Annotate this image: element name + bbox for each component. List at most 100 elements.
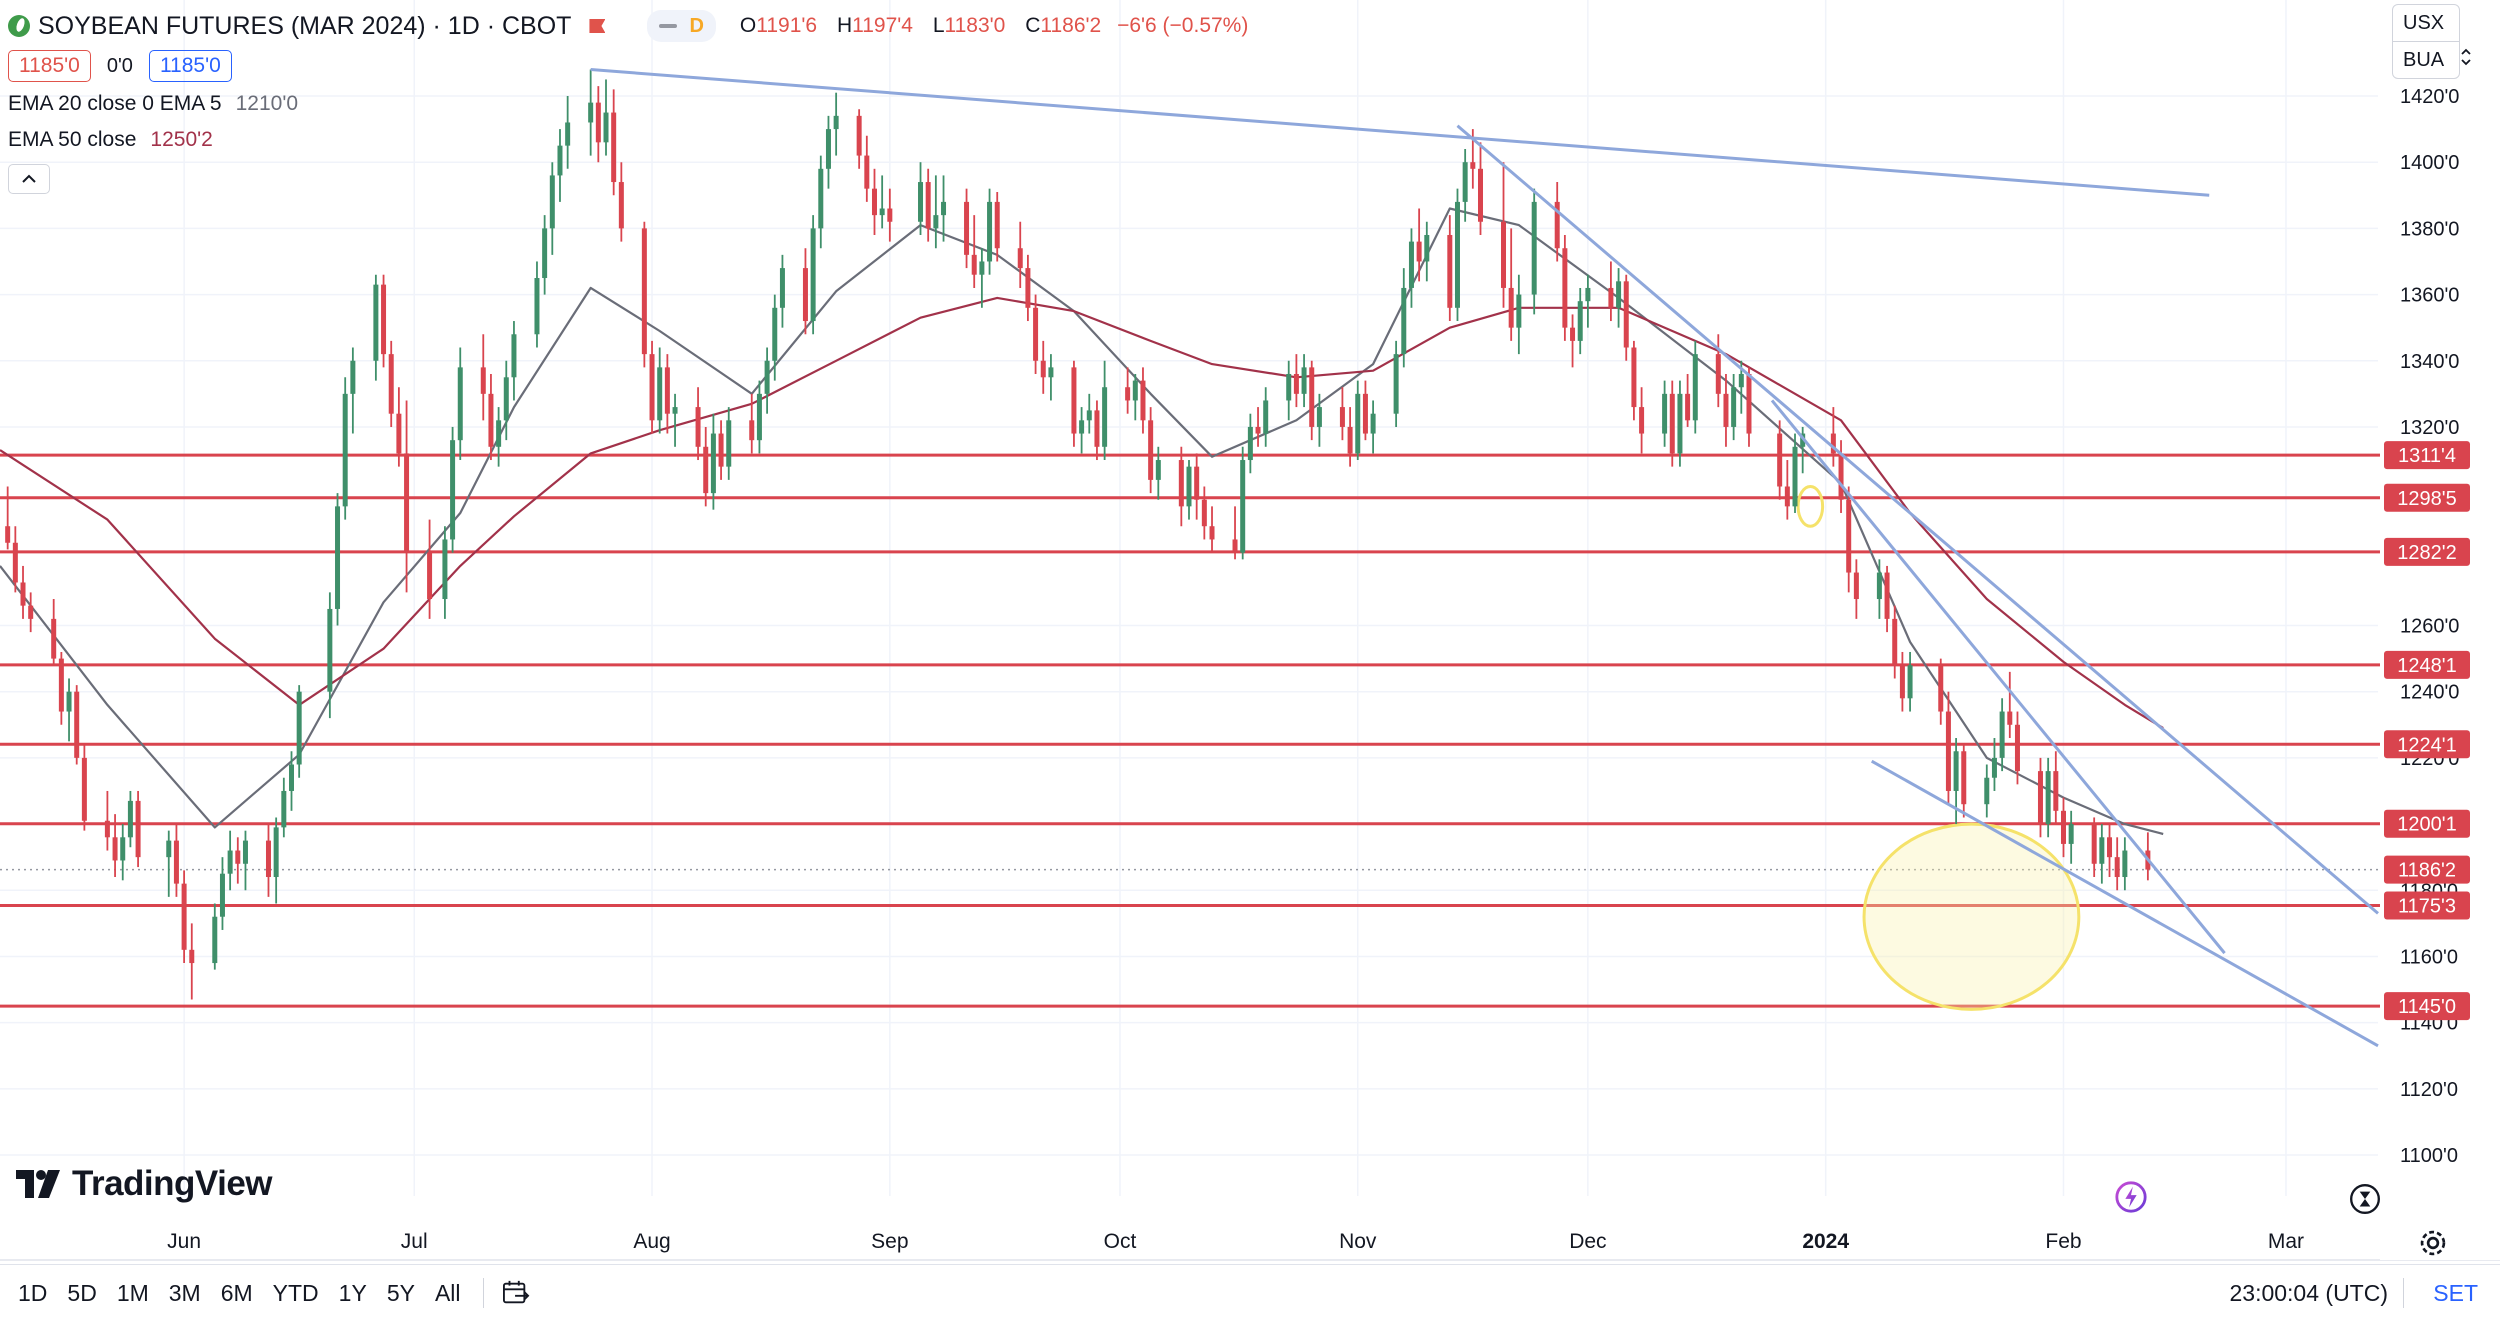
- buy-button[interactable]: 1185'0: [148, 50, 232, 82]
- candle-body: [756, 393, 762, 441]
- candle-body: [979, 261, 985, 275]
- candle-body: [603, 112, 609, 143]
- candle-body: [1240, 460, 1246, 553]
- timezone-set-button[interactable]: SET: [2433, 1279, 2478, 1306]
- candle-body: [879, 208, 885, 216]
- candle-body: [1470, 162, 1476, 169]
- candle-body: [1408, 241, 1414, 288]
- candle-body: [672, 407, 678, 414]
- price-tick-label: 1260'0: [2400, 616, 2459, 638]
- range-5d-button[interactable]: 5D: [67, 1279, 97, 1306]
- flag-icon[interactable]: [589, 19, 606, 33]
- range-3m-button[interactable]: 3M: [168, 1279, 201, 1306]
- price-tick-label: 1380'0: [2400, 218, 2459, 240]
- candle-body: [281, 790, 287, 828]
- level-price-tag: [2384, 483, 2470, 512]
- ohlc-close: 1186'2: [1040, 14, 1102, 37]
- time-tick-label: Jun: [167, 1230, 201, 1253]
- tradingview-logo[interactable]: TradingView: [16, 1164, 273, 1204]
- candle-body: [1301, 367, 1307, 394]
- price-chart[interactable]: 1420'0 1400'0 1380'0 1360'0 1340'0 1320'0 1260…: [0, 0, 2500, 1264]
- candle-body: [1999, 711, 2005, 758]
- chart-grid: [0, 0, 2500, 1261]
- candle-body: [327, 608, 333, 692]
- candle-body: [1899, 665, 1905, 699]
- candle-body: [2068, 824, 2074, 844]
- hourglass-icon[interactable]: [2348, 1182, 2382, 1216]
- candle-body: [181, 883, 187, 950]
- candle-body: [987, 201, 993, 262]
- ohlc-open-label: O: [739, 14, 757, 37]
- candle-body: [565, 122, 571, 146]
- chart-legend: SOYBEAN FUTURES (MAR 2024) · 1D · CBOT D…: [8, 6, 1258, 194]
- candle-body: [442, 539, 448, 600]
- market-status[interactable]: D: [647, 10, 716, 42]
- candle-body: [2014, 724, 2020, 772]
- range-1d-button[interactable]: 1D: [18, 1279, 48, 1306]
- range-all-button[interactable]: All: [434, 1279, 461, 1306]
- candle-body: [1339, 407, 1345, 427]
- candle-body: [450, 440, 456, 540]
- candle-body: [871, 188, 877, 216]
- symbol-title[interactable]: SOYBEAN FUTURES (MAR 2024) · 1D · CBOT: [38, 11, 572, 40]
- candle-body: [749, 420, 755, 441]
- candle-body: [396, 413, 402, 454]
- candle-body: [20, 582, 26, 606]
- utc-clock[interactable]: 23:00:04 (UTC): [2229, 1279, 2388, 1306]
- trendline: [1770, 399, 2226, 955]
- settings-gear-icon[interactable]: [2416, 1226, 2450, 1260]
- indicator-ema50-value: 1250'2: [150, 128, 213, 151]
- level-price-label: 1298'5: [2397, 488, 2456, 510]
- candle-body: [964, 201, 970, 255]
- currency-unit-selector[interactable]: USX BUA: [2392, 4, 2460, 79]
- ohlc-values: O1191'6 H1197'4 L1183'0 C1186'2 −6'6 (−0…: [736, 14, 1258, 38]
- collapse-legend-button[interactable]: [8, 164, 50, 194]
- candle-body: [373, 284, 379, 361]
- candle-body: [1232, 539, 1238, 553]
- unit-label[interactable]: BUA: [2393, 41, 2459, 78]
- candle-body: [2091, 824, 2097, 864]
- range-6m-button[interactable]: 6M: [220, 1279, 253, 1306]
- candle-body: [542, 228, 548, 279]
- ohlc-low-label: L: [932, 14, 945, 37]
- candle-body: [1148, 420, 1154, 480]
- time-tick-label: 2024: [1802, 1230, 1849, 1253]
- candle-body: [1892, 618, 1898, 666]
- candle-body: [1025, 268, 1031, 308]
- candle-body: [1692, 354, 1698, 421]
- candle-body: [1477, 168, 1483, 222]
- candle-body: [1178, 460, 1184, 507]
- price-tick-label: 1100'0: [2400, 1145, 2458, 1167]
- candle-body: [189, 949, 195, 964]
- candle-body: [825, 129, 831, 169]
- candle-body: [2122, 850, 2128, 878]
- range-ytd-button[interactable]: YTD: [272, 1279, 319, 1306]
- candle-body: [703, 446, 709, 494]
- candle-body: [1201, 499, 1207, 527]
- sell-button[interactable]: 1185'0: [8, 50, 91, 82]
- indicator-ema20[interactable]: EMA 20 close 0 EMA 5 1210'0: [8, 86, 1258, 122]
- chevron-updown-icon[interactable]: [2460, 48, 2472, 66]
- range-1y-button[interactable]: 1Y: [338, 1279, 367, 1306]
- candle-body: [388, 354, 394, 414]
- delayed-badge: D: [689, 14, 704, 37]
- range-5y-button[interactable]: 5Y: [386, 1279, 415, 1306]
- candle-body: [2107, 837, 2113, 858]
- price-tick-label: 1340'0: [2400, 351, 2459, 373]
- candle-body: [1830, 433, 1836, 454]
- candle-body: [120, 837, 126, 861]
- candle-body: [664, 367, 670, 414]
- candle-body: [1247, 426, 1253, 461]
- calendar-range-icon[interactable]: [502, 1280, 530, 1306]
- candle-body: [288, 764, 294, 791]
- currency-label[interactable]: USX: [2403, 11, 2445, 34]
- price-axis[interactable]: 1420'0 1400'0 1380'0 1360'0 1340'0 1320'0 1260…: [2380, 0, 2500, 1260]
- candle-body: [28, 605, 34, 619]
- trendline: [1870, 759, 2379, 1048]
- candle-body: [1263, 400, 1269, 434]
- candle-body: [856, 115, 862, 156]
- range-1m-button[interactable]: 1M: [116, 1279, 149, 1306]
- time-axis[interactable]: Jun Jul Aug Sep Oct Nov Dec 2024 Feb Mar: [167, 1230, 2304, 1253]
- lightning-icon[interactable]: [2114, 1180, 2148, 1214]
- indicator-ema50[interactable]: EMA 50 close 1250'2: [8, 122, 1258, 158]
